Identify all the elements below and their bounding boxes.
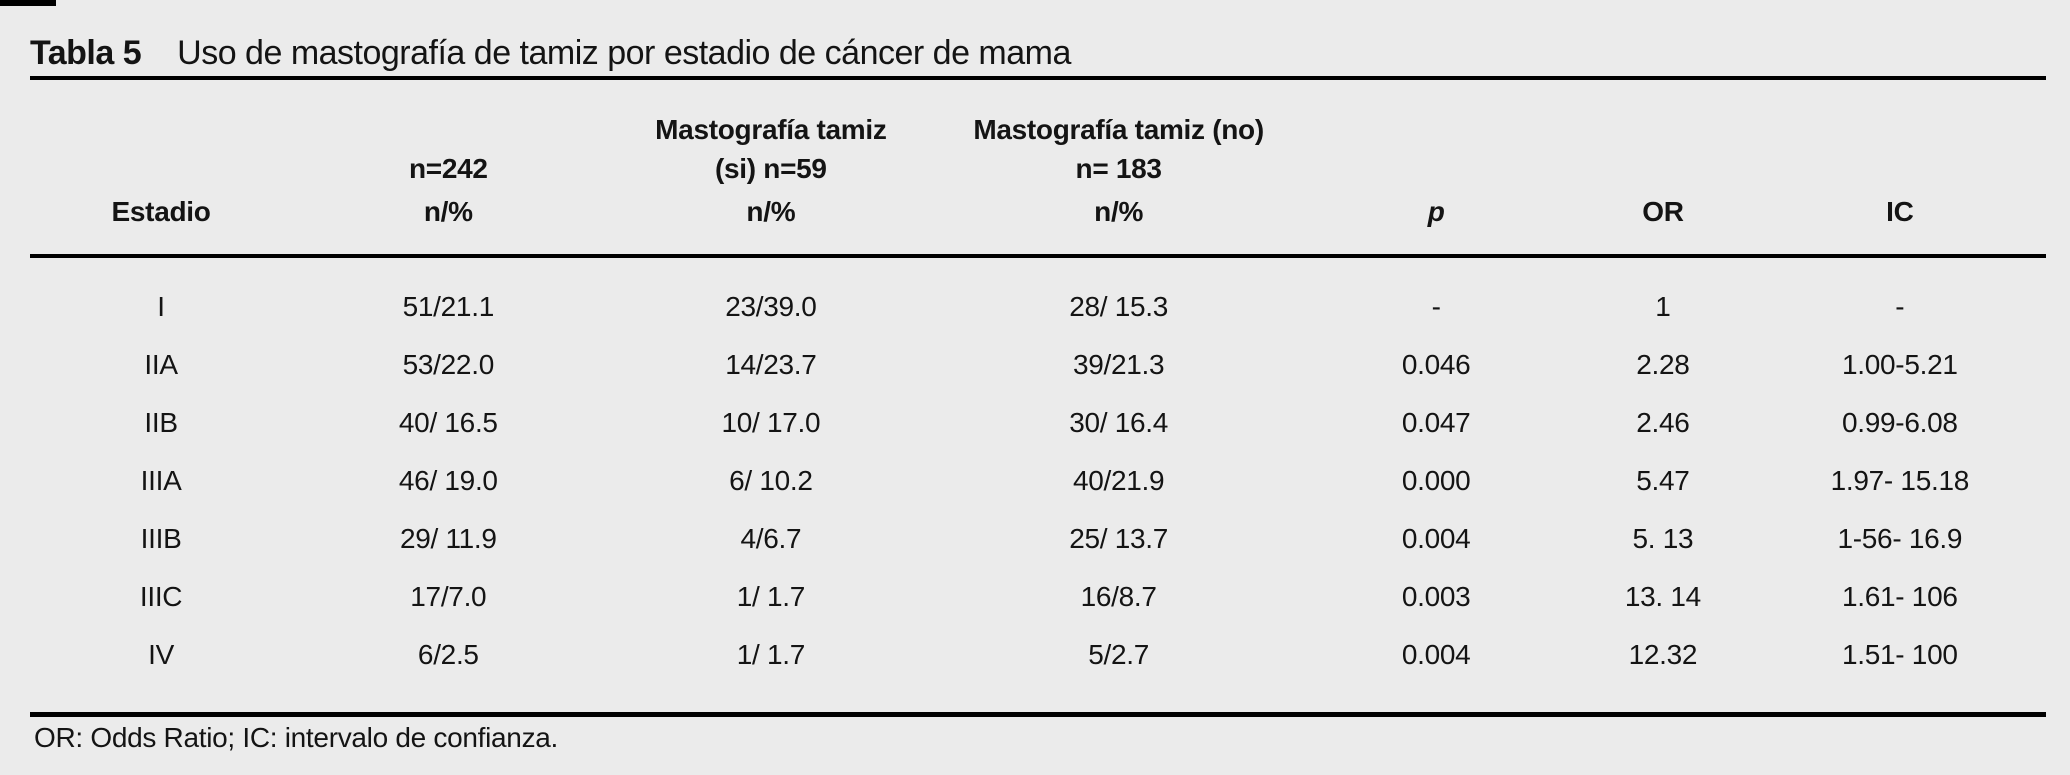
cell-p: 0.000 [1401, 465, 1471, 496]
cell-or: 1 [1655, 291, 1671, 322]
column-header-ic: IC [1753, 190, 2046, 258]
cell-estadio: IIB [144, 407, 178, 438]
cell-total: 46/ 19.0 [398, 465, 498, 496]
header-row-group-titles: Mastografía tamiz Mastografía tamiz (no) [30, 78, 2046, 148]
cell-si: 14/23.7 [725, 349, 817, 380]
cell-si: 4/6.7 [740, 523, 802, 554]
column-header-p: p [1300, 190, 1573, 258]
cell-estadio: IIA [144, 349, 178, 380]
header-spacer [1754, 148, 2046, 190]
cell-or: 2.28 [1636, 349, 1690, 380]
cell-or: 12.32 [1628, 639, 1698, 670]
cell-no: 30/ 16.4 [1069, 407, 1169, 438]
cell-p: 0.004 [1401, 523, 1471, 554]
cell-no: 28/ 15.3 [1069, 291, 1169, 322]
cell-total: 17/7.0 [410, 581, 487, 612]
cell-si: 23/39.0 [725, 291, 817, 322]
cell-ic: - [1895, 291, 1905, 322]
cell-ic: 1.00-5.21 [1842, 349, 1958, 380]
column-header-or: OR [1572, 190, 1754, 258]
header-spacer [30, 78, 292, 148]
cell-or: 5. 13 [1632, 523, 1694, 554]
cell-total: 29/ 11.9 [399, 523, 497, 554]
cell-or: 5.47 [1636, 465, 1690, 496]
column-header-no-npct: n/% [937, 190, 1301, 258]
header-row-columns: Estadio n/% n/% n/% p OR IC [30, 190, 2046, 258]
header-si-n: (si) n=59 [715, 153, 827, 184]
cell-p: 0.046 [1401, 349, 1471, 380]
cell-p: 0.003 [1401, 581, 1471, 612]
cell-estadio: I [157, 291, 165, 322]
table-row-stage-IIIB: IIIB 29/ 11.9 4/6.7 25/ 13.7 0.004 5. 13… [30, 510, 2046, 568]
cell-si: 1/ 1.7 [736, 639, 806, 670]
cell-si: 10/ 17.0 [721, 407, 821, 438]
table-title-text: Uso de mastografía de tamiz por estadio … [177, 34, 1071, 72]
header-no-group-title: Mastografía tamiz (no) [973, 114, 1264, 145]
header-spacer [1300, 148, 1572, 190]
table-header: Mastografía tamiz Mastografía tamiz (no)… [30, 78, 2046, 258]
table-caption: Tabla 5 Uso de mastografía de tamiz por e… [30, 34, 1071, 73]
cell-estadio: IIIB [140, 523, 182, 554]
cell-ic: 1.51- 100 [1842, 639, 1958, 670]
header-no-n: n= 183 [1075, 153, 1162, 184]
header-spacer [1754, 78, 2046, 148]
cell-estadio: IV [148, 639, 174, 670]
cell-no: 25/ 13.7 [1069, 523, 1169, 554]
header-spacer [292, 78, 604, 148]
table-row-stage-IIB: IIB 40/ 16.5 10/ 17.0 30/ 16.4 0.047 2.4… [30, 394, 2046, 452]
cell-total: 40/ 16.5 [398, 407, 498, 438]
cell-no: 16/8.7 [1080, 581, 1157, 612]
cell-p: - [1431, 291, 1441, 322]
table-row-stage-IV: IV 6/2.5 1/ 1.7 5/2.7 0.004 12.32 1.51- … [30, 626, 2046, 684]
table-body: I 51/21.1 23/39.0 28/ 15.3 - 1 - IIA 53/… [30, 256, 2046, 714]
header-row-group-n: n=242 (si) n=59 n= 183 [30, 148, 2046, 190]
cell-si: 6/ 10.2 [729, 465, 813, 496]
scan-artifact-strip [0, 0, 56, 6]
column-header-total-npct: n/% [292, 190, 605, 258]
header-spacer [1572, 148, 1753, 190]
cell-total: 6/2.5 [417, 639, 479, 670]
cell-p: 0.004 [1401, 639, 1471, 670]
cell-ic: 1.61- 106 [1842, 581, 1958, 612]
cell-ic: 1-56- 16.9 [1837, 523, 1963, 554]
cell-estadio: IIIC [139, 581, 183, 612]
cell-si: 1/ 1.7 [736, 581, 806, 612]
table-row-stage-IIIC: IIIC 17/7.0 1/ 1.7 16/8.7 0.003 13. 14 1… [30, 568, 2046, 626]
cell-total: 53/22.0 [402, 349, 495, 380]
column-header-si-npct: n/% [604, 190, 938, 258]
table-footnote: OR: Odds Ratio; IC: intervalo de confian… [34, 722, 559, 753]
table-number-label: Tabla 5 [30, 34, 142, 72]
data-table: Mastografía tamiz Mastografía tamiz (no)… [30, 76, 2046, 717]
cell-no: 40/21.9 [1072, 465, 1165, 496]
cell-no: 39/21.3 [1072, 349, 1165, 380]
cell-or: 13. 14 [1624, 581, 1701, 612]
cell-no: 5/2.7 [1088, 639, 1149, 670]
header-spacer [1572, 78, 1753, 148]
header-total-n: n=242 [408, 153, 488, 184]
header-spacer [1300, 78, 1572, 148]
cell-total: 51/21.1 [402, 291, 495, 322]
cell-ic: 1.97- 15.18 [1830, 465, 1970, 496]
cell-ic: 0.99-6.08 [1842, 407, 1958, 438]
cell-or: 2.46 [1636, 407, 1690, 438]
header-si-group-title: Mastografía tamiz [655, 114, 887, 145]
cell-p: 0.047 [1401, 407, 1471, 438]
table-row-stage-I: I 51/21.1 23/39.0 28/ 15.3 - 1 - [30, 278, 2046, 336]
column-header-estadio: Estadio [30, 190, 293, 258]
table-row-stage-IIIA: IIIA 46/ 19.0 6/ 10.2 40/21.9 0.000 5.47… [30, 452, 2046, 510]
table-row-stage-IIA: IIA 53/22.0 14/23.7 39/21.3 0.046 2.28 1… [30, 336, 2046, 394]
header-spacer [30, 148, 292, 190]
cell-estadio: IIIA [140, 465, 182, 496]
